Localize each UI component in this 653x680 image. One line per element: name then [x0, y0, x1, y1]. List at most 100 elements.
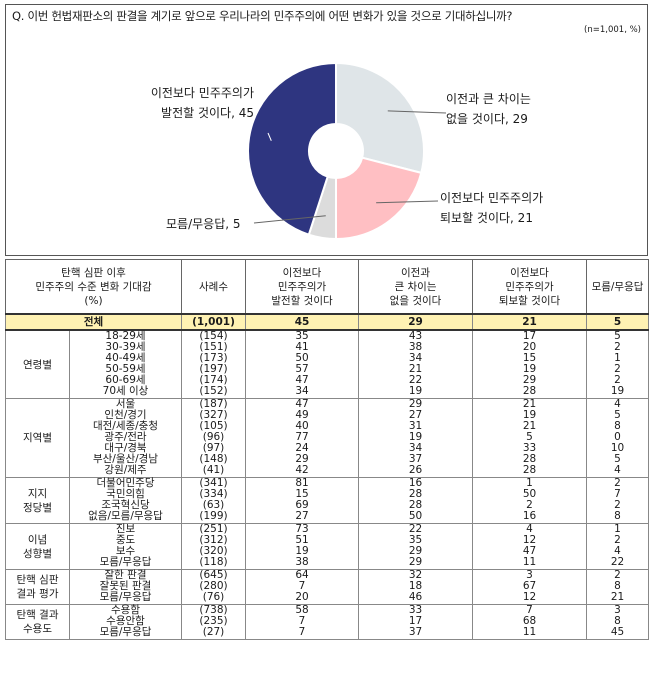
same-column-cell: 37	[408, 453, 423, 465]
dk-column-cell: 1	[614, 352, 621, 364]
improve-column: 35 41 50 57 47 34	[245, 329, 359, 399]
header-same-line3: 없을 것이다	[389, 294, 442, 307]
same-column-cell: 19	[408, 385, 423, 397]
worse-column: 3 67 12	[472, 569, 587, 605]
same-column: 43 38 34 21 22 19	[358, 329, 473, 399]
same-column: 32 18 46	[358, 569, 473, 605]
header-same-line2: 큰 차이는	[394, 280, 437, 293]
same-column-cell: 22	[408, 374, 423, 386]
dk-column: 2 8 21	[586, 569, 649, 605]
n-column-cell: (97)	[202, 442, 225, 454]
worse-column-cell: 11	[522, 626, 537, 638]
label-worse-line2: 퇴보할 것이다, 21	[440, 211, 533, 225]
leader-line-dk	[253, 215, 326, 224]
same-column: 29 27 31 19 34 37 26	[358, 398, 473, 478]
dk-column-cell: 4	[614, 464, 621, 476]
group-label: 연령별	[5, 329, 70, 399]
header-improve-line3: 발전할 것이다	[271, 294, 333, 307]
improve-column-cell: 47	[295, 374, 309, 386]
subgroup-column-cell: 60-69세	[105, 374, 146, 386]
improve-column-cell: 58	[295, 604, 309, 616]
subgroup-column-cell: 조국혁신당	[101, 499, 150, 511]
subgroup-column-cell: 모름/무응답	[99, 626, 152, 638]
worse-column-cell: 68	[522, 615, 537, 627]
total-dk: 5	[586, 313, 649, 331]
n-column-cell: (154)	[199, 330, 228, 342]
worse-column: 4 12 47 11	[472, 523, 587, 570]
improve-column-cell: 7	[298, 626, 306, 638]
n-column-cell: (41)	[202, 464, 225, 476]
n-column: (645) (280) (76)	[181, 569, 246, 605]
improve-column-cell: 50	[295, 352, 309, 364]
worse-column-cell: 33	[522, 442, 537, 454]
header-worse-line2: 민주주의가	[505, 280, 554, 293]
header-improve: 이전보다 민주주의가 발전할 것이다	[245, 259, 359, 315]
worse-column: 1 50 2 16	[472, 477, 587, 524]
worse-column-cell: 4	[526, 523, 533, 535]
label-worse: 이전보다 민주주의가 퇴보할 것이다, 21	[440, 188, 543, 228]
chart-panel: Q. 이번 헌법재판소의 판결을 계기로 앞으로 우리나라의 민주주의에 어떤 …	[5, 4, 648, 256]
n-column-cell: (197)	[199, 363, 228, 375]
n-column-cell: (76)	[202, 591, 225, 603]
label-dk-line1: 모름/무응답, 5	[166, 217, 241, 231]
subgroup-column-cell: 70세 이상	[102, 385, 149, 397]
dk-column-cell: 0	[614, 431, 621, 443]
same-column-cell: 35	[408, 534, 423, 546]
dk-column-cell: 3	[614, 604, 621, 616]
group-row: 지지 정당별 더불어민주당 국민의힘 조국혁신당 없음/모름/무응답 (341) (334)(…	[5, 477, 649, 524]
n-column-cell: (645)	[199, 569, 228, 581]
worse-column: 7 68 11	[472, 604, 587, 640]
improve-column-cell: 7	[298, 580, 306, 592]
worse-column-cell: 15	[522, 352, 537, 364]
dk-column-cell: 4	[614, 545, 621, 557]
group-label: 탄핵 결과 수용도	[5, 604, 70, 640]
crosstab-table: 탄핵 심판 이후 민주주의 수준 변화 기대감 (%) 사례수 이전보다 민주주…	[5, 259, 649, 640]
header-category-line1: 탄핵 심판 이후	[61, 266, 126, 279]
subgroup-column-cell: 대구/경북	[104, 442, 147, 454]
worse-column-cell: 28	[522, 453, 537, 465]
n-column-cell: (334)	[199, 488, 228, 500]
same-column-cell: 31	[408, 420, 423, 432]
subgroup-column: 더불어민주당 국민의힘 조국혁신당 없음/모름/무응답	[69, 477, 182, 524]
worse-column-cell: 5	[526, 431, 533, 443]
worse-column-cell: 12	[522, 534, 537, 546]
same-column-cell: 29	[408, 556, 423, 568]
subgroup-column-cell: 잘한 판결	[104, 569, 147, 581]
improve-column-cell: 7	[298, 615, 306, 627]
worse-column-cell: 1	[526, 477, 533, 489]
worse-column-cell: 29	[522, 374, 537, 386]
label-same-line2: 없을 것이다, 29	[446, 112, 528, 126]
dk-column: 3 8 45	[586, 604, 649, 640]
leader-line-improve	[267, 132, 272, 141]
improve-column-cell: 35	[295, 330, 309, 342]
label-worse-line1: 이전보다 민주주의가	[440, 191, 544, 205]
label-improve: 이전보다 민주주의가 발전할 것이다, 45	[94, 83, 254, 123]
subgroup-column-cell: 보수	[115, 545, 136, 557]
n-column-cell: (235)	[199, 615, 228, 627]
dk-column-cell: 10	[610, 442, 625, 454]
header-category-line2: 민주주의 수준 변화 기대감	[35, 280, 152, 293]
group-label-line: 탄핵 결과	[16, 609, 59, 621]
same-column-cell: 16	[408, 477, 423, 489]
same-column-cell: 46	[408, 591, 423, 603]
subgroup-column-cell: 30-39세	[105, 341, 146, 353]
n-column-cell: (96)	[202, 431, 225, 443]
group-label-line: 지역별	[23, 432, 52, 444]
worse-column-cell: 67	[522, 580, 537, 592]
subgroup-column: 잘한 판결 잘못된 판결 모름/무응답	[69, 569, 182, 605]
n-column-cell: (341)	[199, 477, 228, 489]
improve-column-cell: 42	[295, 464, 309, 476]
n-column-cell: (199)	[199, 510, 228, 522]
pie-slice-same	[335, 61, 425, 175]
subgroup-column: 수용함 수용안함 모름/무응답	[69, 604, 182, 640]
improve-column-cell: 20	[295, 591, 309, 603]
subgroup-column-cell: 수용안함	[106, 615, 145, 627]
improve-column-cell: 57	[295, 363, 309, 375]
group-label: 이념 성향별	[5, 523, 70, 570]
n-column: (154) (151) (173) (197) (174) (152)	[181, 329, 246, 399]
worse-column-cell: 7	[526, 604, 533, 616]
same-column-cell: 17	[408, 615, 423, 627]
group-row: 연령별 18-29세 30-39세 40-49세 50-59세 60-69세 70세 이상(…	[5, 329, 649, 399]
same-column-cell: 38	[408, 341, 423, 353]
total-n: (1,001)	[181, 313, 246, 331]
